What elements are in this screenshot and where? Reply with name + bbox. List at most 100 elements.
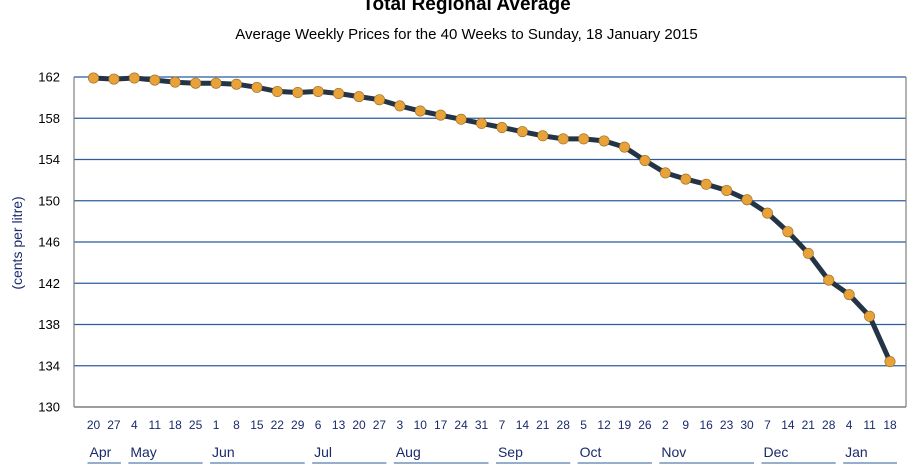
month-label: Jun (212, 444, 235, 460)
data-point (373, 94, 385, 106)
month-label: Sep (498, 444, 523, 460)
x-tick-label: 6 (315, 418, 322, 432)
data-point (108, 73, 120, 85)
x-tick-label: 29 (291, 418, 305, 432)
series-line (93, 75, 893, 363)
x-tick-label: 11 (863, 418, 876, 432)
month-label: Apr (90, 444, 112, 460)
data-point (414, 105, 426, 117)
x-tick-label: 7 (499, 418, 506, 432)
data-point (598, 135, 610, 147)
x-tick-label: 13 (332, 418, 346, 432)
data-point (251, 81, 263, 93)
data-point (802, 247, 814, 259)
axes (73, 77, 907, 408)
data-point (782, 226, 794, 238)
gridlines (74, 76, 906, 367)
x-tick-label: 25 (189, 418, 203, 432)
data-point (169, 76, 181, 88)
series-points (88, 72, 896, 368)
month-labels: Apr May Jun Jul Aug Sep Oct Nov Dec Jan (87, 444, 897, 464)
month-label: Nov (661, 444, 686, 460)
data-point (659, 167, 671, 179)
data-point (741, 194, 753, 206)
data-point (210, 77, 222, 89)
series-line-layer (93, 75, 893, 363)
data-point (455, 113, 467, 125)
data-point (864, 310, 876, 322)
x-tick-label: 24 (454, 418, 468, 432)
data-point (394, 100, 406, 112)
x-tick-label: 7 (764, 418, 771, 432)
data-point (557, 133, 569, 145)
data-point (128, 72, 140, 84)
data-point (353, 91, 365, 103)
x-tick-label: 14 (781, 418, 795, 432)
data-point (230, 78, 242, 90)
x-tick-label: 8 (233, 418, 240, 432)
y-tick-label: 158 (38, 111, 60, 126)
data-point (537, 130, 549, 142)
month-label: Jul (314, 444, 332, 460)
chart-subtitle: Average Weekly Prices for the 40 Weeks t… (235, 26, 698, 43)
month-label: Jan (845, 444, 868, 460)
x-tick-label: 28 (822, 418, 836, 432)
x-tick-label: 14 (516, 418, 530, 432)
data-point (721, 184, 733, 196)
x-tick-label: 17 (434, 418, 448, 432)
data-point (271, 85, 283, 97)
x-tick-label: 10 (414, 418, 428, 432)
x-tick-labels: 20 27 4 11 18 25 1 8 15 22 29 6 13 20 27 3 10 17 24 31 7 14 21… (87, 418, 897, 432)
y-tick-label: 142 (38, 276, 60, 291)
x-tick-label: 30 (740, 418, 754, 432)
data-point (476, 117, 488, 129)
x-tick-label: 9 (682, 418, 689, 432)
data-point (333, 88, 345, 100)
data-point (578, 133, 590, 145)
data-point (700, 178, 712, 190)
data-point (149, 74, 161, 86)
x-tick-label: 16 (700, 418, 714, 432)
x-tick-label: 27 (373, 418, 387, 432)
x-tick-label: 4 (846, 418, 853, 432)
x-tick-label: 19 (618, 418, 632, 432)
x-tick-label: 15 (250, 418, 264, 432)
x-tick-label: 18 (169, 418, 183, 432)
data-point (190, 77, 202, 89)
y-tick-label: 150 (38, 193, 60, 208)
x-tick-label: 20 (352, 418, 366, 432)
data-point (435, 109, 447, 121)
x-tick-label: 5 (580, 418, 587, 432)
y-tick-labels: 130 134 138 142 146 150 154 158 162 (38, 70, 60, 415)
month-label: Oct (580, 444, 602, 460)
data-point (312, 85, 324, 97)
data-point (843, 289, 855, 301)
y-axis-label: (cents per litre) (9, 196, 25, 289)
data-point (618, 141, 630, 153)
x-tick-label: 31 (475, 418, 489, 432)
x-tick-label: 23 (720, 418, 734, 432)
data-point (496, 122, 508, 134)
y-tick-label: 138 (38, 317, 60, 332)
x-tick-label: 1 (213, 418, 220, 432)
x-tick-label: 27 (107, 418, 121, 432)
x-tick-label: 28 (557, 418, 571, 432)
y-tick-label: 154 (38, 152, 60, 167)
x-tick-label: 21 (536, 418, 550, 432)
month-label: Dec (763, 444, 788, 460)
x-tick-label: 26 (638, 418, 652, 432)
data-point (823, 274, 835, 286)
month-label: Aug (396, 444, 421, 460)
x-tick-label: 12 (597, 418, 611, 432)
x-tick-label: 4 (131, 418, 138, 432)
x-tick-label: 18 (883, 418, 897, 432)
data-point (884, 356, 896, 368)
chart-title: Total Regional Average (362, 0, 571, 15)
data-point (516, 126, 528, 138)
x-tick-label: 22 (271, 418, 285, 432)
data-point (292, 86, 304, 98)
data-point (639, 155, 651, 167)
x-tick-label: 21 (802, 418, 816, 432)
x-tick-label: 3 (397, 418, 404, 432)
